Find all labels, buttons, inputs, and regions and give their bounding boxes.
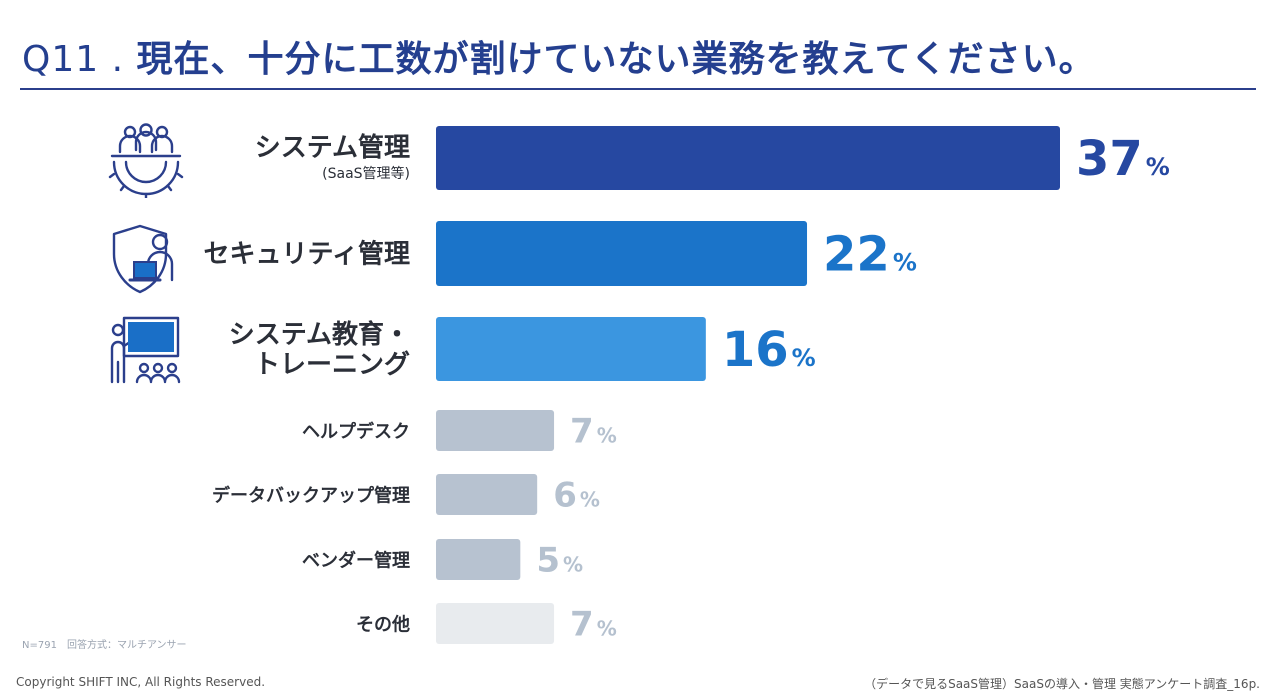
shield-user-laptop-icon xyxy=(112,224,174,294)
label2-cat-3: トレーニング xyxy=(254,350,410,380)
sublabel-cat-1: (SaaS管理等) xyxy=(322,165,410,182)
bar-cat-1 xyxy=(436,126,1060,190)
team-gear-icon xyxy=(108,123,184,198)
value-cat-3: 16% xyxy=(722,322,816,378)
label-cat-6: ベンダー管理 xyxy=(302,550,410,572)
value-cat-1: 37% xyxy=(1076,131,1170,187)
bar-cat-5 xyxy=(436,474,538,515)
question-number: Q11 . xyxy=(22,39,125,80)
bar-cat-2 xyxy=(436,221,808,286)
question-text: 現在、十分に工数が割けていない業務を教えてください。 xyxy=(136,39,1096,80)
value-cat-7: 7% xyxy=(570,605,617,645)
presenter-audience-icon xyxy=(110,316,181,384)
bar-cat-6 xyxy=(436,539,521,580)
label-cat-4: ヘルプデスク xyxy=(302,421,410,443)
value-cat-5: 6% xyxy=(553,476,600,516)
value-cat-6: 5% xyxy=(536,541,583,581)
title-divider xyxy=(20,88,1256,90)
label-cat-5: データバックアップ管理 xyxy=(212,485,410,507)
copyright: Copyright SHIFT INC, All Rights Reserved… xyxy=(16,675,266,689)
sample-size-note: N=791 回答方式：マルチアンサー xyxy=(22,640,187,651)
label-cat-1: システム管理 xyxy=(255,133,410,163)
page-title: Q11 . 現在、十分に工数が割けていない業務を教えてください。 xyxy=(22,30,1096,82)
label-cat-3: システム教育・ xyxy=(229,319,410,350)
bar-cat-3 xyxy=(436,317,706,381)
value-cat-4: 7% xyxy=(570,412,617,452)
label-cat-2: セキュリティ管理 xyxy=(204,240,410,270)
bar-cat-4 xyxy=(436,410,555,451)
bar-cat-7 xyxy=(436,603,555,644)
value-cat-2: 22% xyxy=(823,227,917,283)
label-cat-7: その他 xyxy=(356,614,410,636)
source-note: （データで見るSaaS管理）SaaSの導入・管理 実態アンケート調査_16p. xyxy=(864,677,1260,691)
